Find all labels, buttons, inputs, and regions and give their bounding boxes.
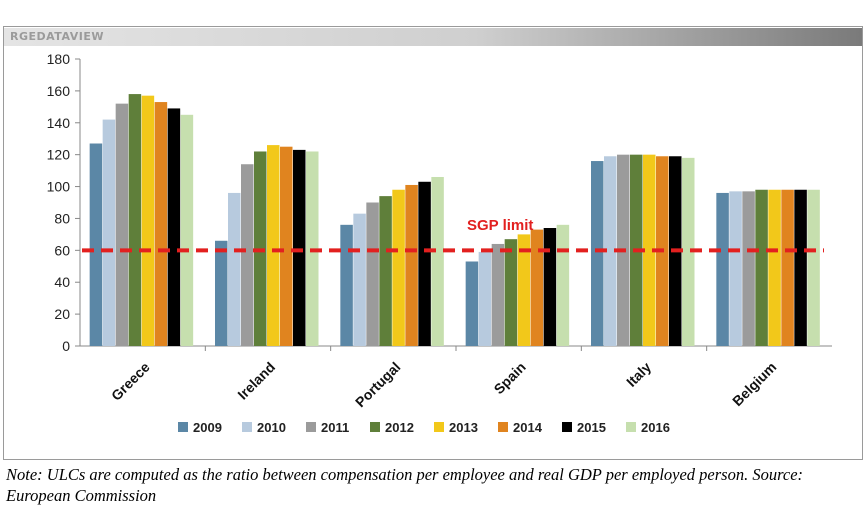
bar-portugal-2016 <box>431 176 444 346</box>
legend-swatch-2014 <box>498 422 508 432</box>
chart-note: Note: ULCs are computed as the ratio bet… <box>6 465 804 505</box>
bar-greece-2013 <box>141 95 155 346</box>
x-tick-label: Portugal <box>352 359 403 410</box>
y-tick-label: 140 <box>47 115 71 131</box>
bar-portugal-2014 <box>405 184 418 346</box>
bar-portugal-2010 <box>353 213 366 346</box>
bar-belgium-2013 <box>768 189 781 346</box>
legend-swatch-2012 <box>370 422 380 432</box>
bar-belgium-2012 <box>755 189 768 346</box>
bar-ireland-2015 <box>293 149 306 346</box>
y-tick-label: 120 <box>47 147 71 163</box>
sgp-limit-label: SGP limit <box>467 217 533 234</box>
bar-portugal-2012 <box>379 196 392 346</box>
brand-label: RGEDATAVIEW <box>10 30 104 43</box>
bar-ireland-2010 <box>228 192 241 346</box>
y-tick-label: 160 <box>47 83 71 99</box>
bar-ireland-2011 <box>241 164 254 346</box>
y-tick-label: 180 <box>47 51 71 67</box>
legend-swatch-2011 <box>306 422 316 432</box>
bar-italy-2010 <box>604 156 617 346</box>
x-tick-label: Ireland <box>234 359 278 403</box>
bar-greece-2010 <box>102 119 116 346</box>
legend-swatch-2015 <box>562 422 572 432</box>
bar-spain-2010 <box>478 251 492 346</box>
bar-spain-2012 <box>504 239 518 346</box>
legend-label-2016: 2016 <box>641 420 670 435</box>
legend-label-2014: 2014 <box>513 420 543 435</box>
legend-swatch-2010 <box>242 422 252 432</box>
bar-spain-2013 <box>517 234 531 346</box>
bar-belgium-2015 <box>794 189 807 346</box>
bar-italy-2016 <box>682 157 695 346</box>
bar-belgium-2010 <box>729 191 742 346</box>
bar-ireland-2013 <box>267 145 280 346</box>
x-tick-label: Belgium <box>729 359 779 409</box>
y-tick-label: 60 <box>54 242 70 258</box>
bar-greece-2011 <box>115 103 129 347</box>
bar-italy-2013 <box>643 154 656 346</box>
bar-belgium-2014 <box>781 189 794 346</box>
bar-belgium-2016 <box>807 189 820 346</box>
legend-label-2009: 2009 <box>193 420 222 435</box>
y-tick-label: 20 <box>54 306 70 322</box>
bar-portugal-2015 <box>418 181 431 346</box>
y-tick-label: 100 <box>47 179 71 195</box>
legend-label-2012: 2012 <box>385 420 414 435</box>
legend-label-2010: 2010 <box>257 420 286 435</box>
bar-portugal-2011 <box>366 202 379 346</box>
legend-label-2013: 2013 <box>449 420 478 435</box>
bar-spain-2011 <box>491 243 505 346</box>
bar-spain-2016 <box>556 224 570 346</box>
bar-belgium-2009 <box>716 192 729 346</box>
bar-ireland-2014 <box>280 146 293 346</box>
y-tick-label: 80 <box>54 210 70 226</box>
x-tick-label: Italy <box>623 359 654 390</box>
bar-greece-2015 <box>167 108 181 346</box>
bar-chart: 0 20 40 60 80 100 120 140 160 180 Greece Ireland Por… <box>47 51 832 435</box>
x-tick-label: Spain <box>491 359 529 397</box>
legend-swatch-2009 <box>178 422 188 432</box>
brand-bar <box>4 28 862 46</box>
bar-portugal-2009 <box>340 224 353 346</box>
bar-ireland-2009 <box>215 240 228 346</box>
bar-greece-2012 <box>128 94 142 346</box>
bar-greece-2014 <box>154 102 168 346</box>
bar-belgium-2011 <box>742 191 755 346</box>
legend-label-2011: 2011 <box>321 420 349 435</box>
bar-spain-2009 <box>465 261 479 346</box>
legend-label-2015: 2015 <box>577 420 606 435</box>
chart-frame <box>3 26 863 460</box>
x-tick-label: Greece <box>108 359 153 404</box>
bar-spain-2014 <box>530 229 544 346</box>
bar-portugal-2013 <box>392 189 405 346</box>
bar-greece-2009 <box>89 143 103 346</box>
legend-swatch-2016 <box>626 422 636 432</box>
y-tick-label: 0 <box>62 338 70 354</box>
legend-swatch-2013 <box>434 422 444 432</box>
y-tick-label: 40 <box>54 274 70 290</box>
bar-spain-2015 <box>543 228 557 346</box>
bar-greece-2016 <box>180 114 194 346</box>
bar-italy-2009 <box>591 161 604 346</box>
